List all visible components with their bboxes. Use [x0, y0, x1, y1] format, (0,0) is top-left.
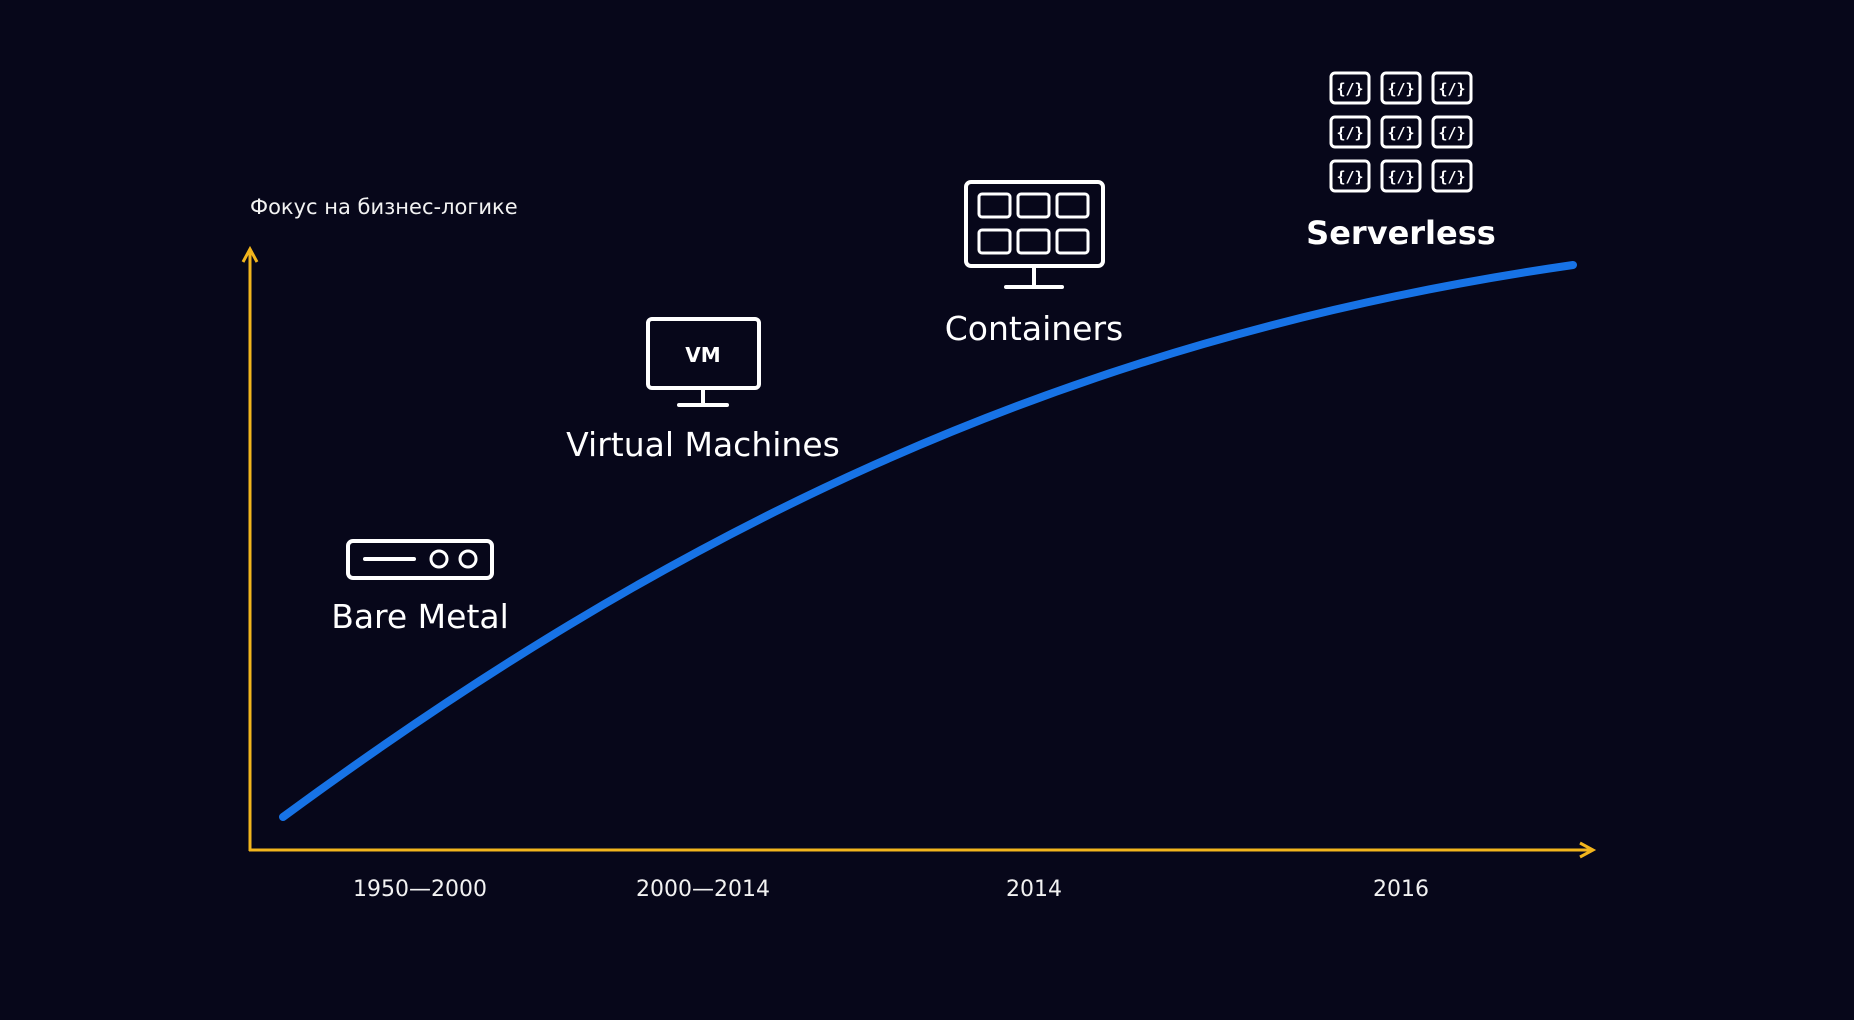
- svg-text:{/}: {/}: [1387, 124, 1414, 142]
- svg-text:{/}: {/}: [1336, 80, 1363, 98]
- stage-label: Serverless: [1306, 214, 1496, 252]
- function-icon: {/}: [1380, 115, 1422, 149]
- function-icon: {/}: [1329, 159, 1371, 193]
- function-icon: {/}: [1431, 159, 1473, 193]
- x-tick-label: 2016: [1373, 877, 1429, 902]
- stage-virtual-machines: VM Virtual Machines: [566, 317, 840, 464]
- vm-icon-text: VM: [685, 343, 720, 367]
- svg-text:{/}: {/}: [1438, 80, 1465, 98]
- function-icon: {/}: [1380, 71, 1422, 105]
- y-axis-arrow: [241, 245, 259, 263]
- x-tick-label: 1950—2000: [353, 877, 487, 902]
- x-tick-label: 2014: [1006, 877, 1062, 902]
- svg-text:{/}: {/}: [1438, 124, 1465, 142]
- x-axis-arrow: [1579, 841, 1597, 859]
- x-axis-labels: 1950—2000 2000—2014 2014 2016: [353, 877, 1429, 902]
- trend-curve: [279, 261, 1577, 821]
- axes: [241, 245, 1597, 859]
- function-icon: {/}: [1329, 71, 1371, 105]
- stage-bare-metal: Bare Metal: [331, 539, 509, 636]
- vm-monitor-icon: VM: [646, 317, 761, 407]
- stage-containers: Containers: [945, 180, 1123, 348]
- functions-grid-icon: {/} {/} {/} {/} {/} {/}: [1329, 71, 1473, 193]
- svg-text:{/}: {/}: [1387, 80, 1414, 98]
- stage-label: Containers: [945, 309, 1123, 348]
- containers-monitor-icon: [964, 180, 1105, 289]
- server-rack-icon: [346, 539, 494, 580]
- stage-label: Bare Metal: [331, 597, 509, 636]
- function-icon: {/}: [1431, 71, 1473, 105]
- x-tick-label: 2000—2014: [636, 877, 770, 902]
- function-icon: {/}: [1329, 115, 1371, 149]
- y-axis-title: Фокус на бизнес-логике: [250, 195, 518, 219]
- svg-text:{/}: {/}: [1438, 168, 1465, 186]
- function-icon: {/}: [1431, 115, 1473, 149]
- svg-text:{/}: {/}: [1336, 168, 1363, 186]
- function-icon: {/}: [1380, 159, 1422, 193]
- svg-text:{/}: {/}: [1336, 124, 1363, 142]
- stage-serverless: {/} {/} {/} {/} {/} {/}: [1306, 71, 1496, 252]
- svg-text:{/}: {/}: [1387, 168, 1414, 186]
- stage-label: Virtual Machines: [566, 425, 840, 464]
